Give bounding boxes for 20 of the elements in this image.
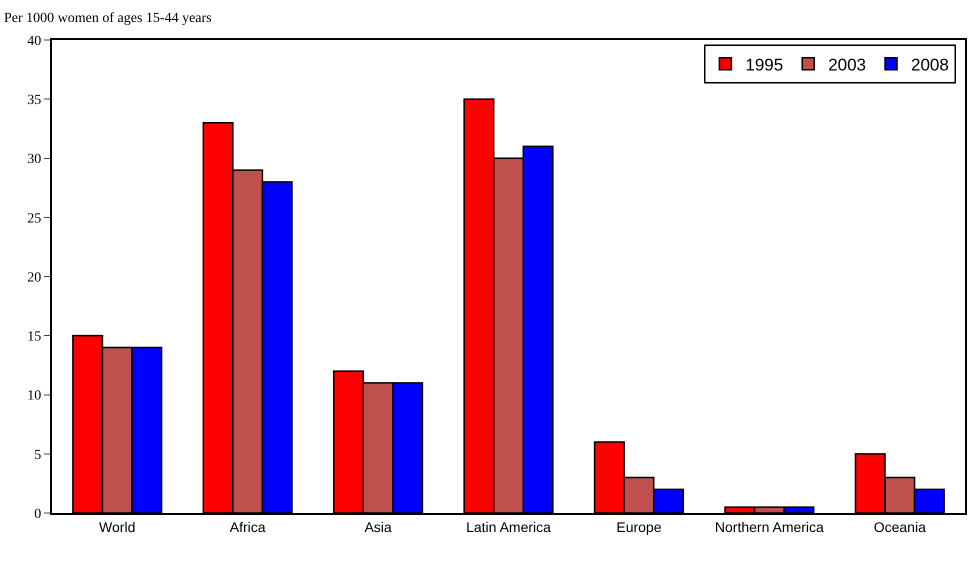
x-tick-label: Oceania [874,518,926,535]
x-tick-label: Asia [364,518,392,535]
y-tick-label: 15 [27,330,42,345]
y-axis-title: Per 1000 women of ages 15-44 years [4,11,212,26]
y-tick-label: 0 [34,506,42,522]
x-tick-label: Northern America [714,518,824,535]
x-tick-label: Latin America [466,518,552,535]
y-tick-label: 35 [27,93,42,108]
y-tick-label: 10 [27,388,42,404]
legend-label: 2008 [911,55,949,74]
y-tick-label: 25 [27,211,42,226]
y-tick-label: 5 [34,448,42,463]
y-tick-label: 40 [27,34,42,49]
legend-label: 1995 [745,55,784,74]
x-tick-label: Africa [230,518,266,535]
x-tick-label: Europe [616,518,662,535]
y-tick-label: 30 [27,152,42,168]
legend-label: 2003 [828,55,866,74]
x-tick-label: World [99,518,136,535]
y-tick-label: 20 [27,270,42,286]
